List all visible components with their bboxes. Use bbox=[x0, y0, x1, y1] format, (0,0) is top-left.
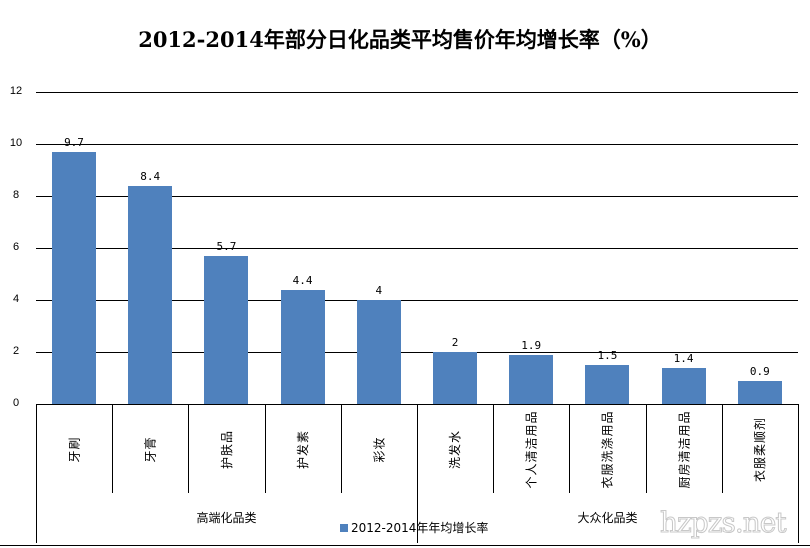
category-label-text: 衣服洗涤用品 bbox=[600, 410, 615, 489]
category-divider bbox=[569, 404, 570, 493]
category-divider bbox=[341, 404, 342, 493]
category-label: 洗发水 bbox=[417, 405, 493, 494]
category-label: 衣服洗涤用品 bbox=[569, 405, 645, 494]
category-label-text: 衣服柔顺剂 bbox=[753, 416, 768, 483]
category-divider bbox=[188, 404, 189, 493]
watermark: hzpzs.net bbox=[660, 506, 788, 540]
group-label: 大众化品类 bbox=[577, 511, 638, 525]
gridline bbox=[36, 300, 798, 301]
data-label: 1.4 bbox=[673, 351, 694, 365]
data-label: 1.5 bbox=[597, 349, 618, 362]
data-label: 1.9 bbox=[521, 338, 542, 352]
bar bbox=[737, 380, 782, 404]
y-tick-label: 6 bbox=[12, 241, 20, 253]
category-label: 个人清洁用品 bbox=[493, 405, 569, 494]
category-label: 护肤品 bbox=[188, 405, 264, 494]
group-divider bbox=[417, 404, 418, 543]
y-tick-label: 2 bbox=[12, 345, 20, 357]
bar bbox=[52, 151, 96, 404]
legend: 2012-2014年年均增长率 bbox=[340, 519, 488, 536]
category-label-text: 牙膏 bbox=[143, 436, 158, 463]
y-tick-label: 10 bbox=[9, 137, 23, 149]
gridline bbox=[36, 248, 798, 249]
bar bbox=[585, 365, 630, 404]
gridline bbox=[36, 92, 798, 93]
category-divider bbox=[646, 404, 647, 493]
category-label: 衣服柔顺剂 bbox=[722, 405, 798, 494]
category-label-text: 洗发水 bbox=[448, 429, 463, 470]
y-tick-label: 0 bbox=[12, 397, 20, 409]
legend-label: 2012-2014年年均增长率 bbox=[351, 521, 489, 535]
gridline bbox=[36, 144, 798, 145]
bar bbox=[433, 352, 477, 404]
category-label: 厨房清洁用品 bbox=[646, 405, 722, 494]
bar bbox=[509, 354, 554, 404]
category-label-text: 牙刷 bbox=[67, 436, 82, 463]
category-divider bbox=[493, 404, 494, 493]
bar bbox=[280, 289, 325, 404]
data-label: 5.7 bbox=[216, 239, 237, 253]
category-label: 彩妆 bbox=[341, 405, 417, 494]
bottom-border bbox=[0, 545, 810, 546]
category-label: 牙膏 bbox=[112, 405, 188, 494]
data-label: 0.9 bbox=[749, 364, 770, 378]
legend-swatch bbox=[340, 523, 348, 532]
data-label: 9.7 bbox=[64, 135, 84, 149]
group-label: 高端化品类 bbox=[196, 511, 257, 525]
category-label-text: 个人清洁用品 bbox=[524, 410, 539, 489]
y-tick-label: 12 bbox=[9, 85, 23, 97]
y-tick-label: 8 bbox=[12, 189, 20, 201]
bar bbox=[204, 255, 249, 404]
data-label: 4 bbox=[375, 284, 383, 297]
gridline bbox=[36, 196, 798, 197]
bar bbox=[128, 185, 173, 404]
chart-title: 2012-2014年部分日化品类平均售价年均增长率（%） bbox=[138, 27, 662, 52]
data-label: 4.4 bbox=[292, 273, 313, 287]
category-label-text: 护肤品 bbox=[219, 429, 234, 470]
category-label-text: 彩妆 bbox=[372, 436, 387, 463]
bar bbox=[356, 300, 401, 404]
category-label-text: 护发素 bbox=[296, 429, 311, 470]
category-divider bbox=[112, 404, 113, 493]
gridline bbox=[36, 352, 798, 353]
data-label: 8.4 bbox=[140, 169, 161, 183]
group-divider bbox=[36, 404, 37, 543]
category-label-text: 厨房清洁用品 bbox=[677, 410, 692, 489]
data-label: 2 bbox=[451, 336, 459, 349]
category-divider bbox=[722, 404, 723, 493]
bar bbox=[661, 367, 706, 404]
category-label: 牙刷 bbox=[36, 405, 112, 494]
category-divider bbox=[265, 404, 266, 493]
category-label: 护发素 bbox=[265, 405, 341, 494]
y-tick-label: 4 bbox=[12, 293, 20, 305]
group-divider bbox=[798, 404, 799, 543]
